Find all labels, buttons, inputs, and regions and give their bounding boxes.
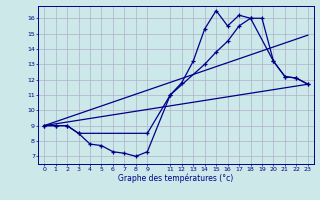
X-axis label: Graphe des températures (°c): Graphe des températures (°c): [118, 174, 234, 183]
